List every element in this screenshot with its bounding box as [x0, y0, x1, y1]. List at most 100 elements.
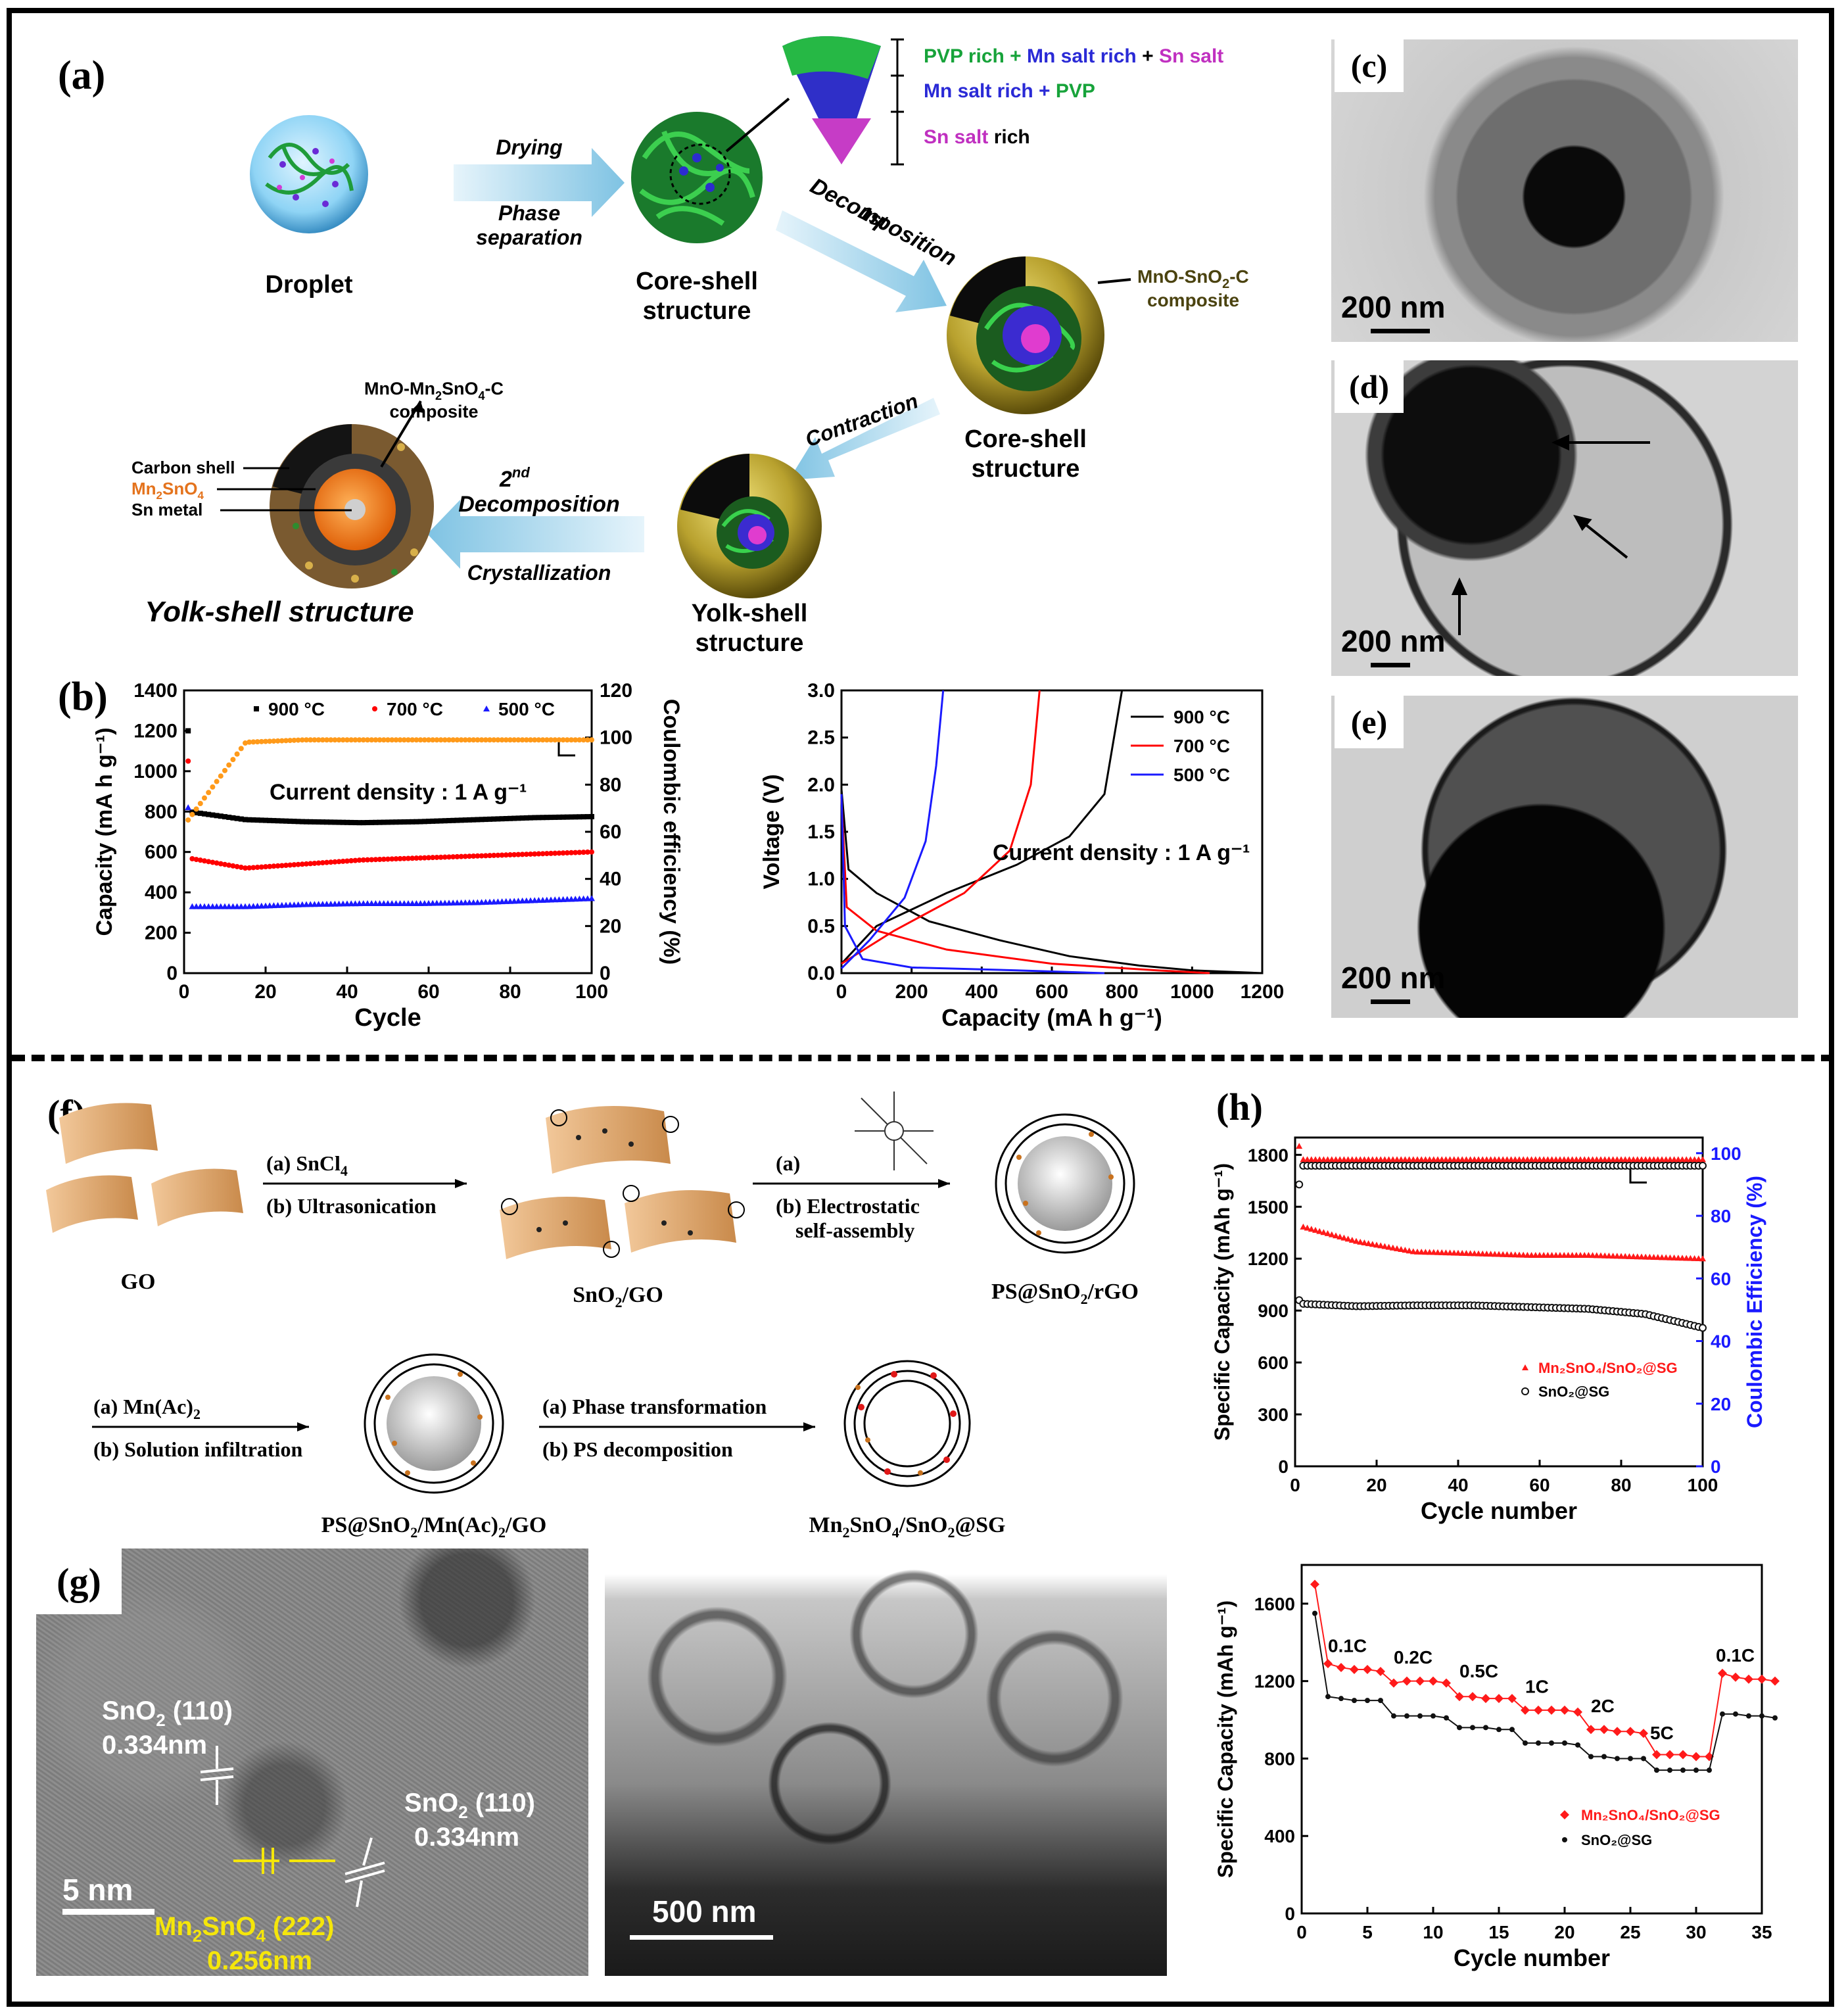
data-point-3: [580, 737, 586, 743]
x-tick-label: 100: [1688, 1475, 1718, 1495]
data-point-3: [519, 737, 525, 743]
data-point-0: [580, 814, 586, 820]
data-point-3: [193, 806, 199, 812]
data-point-3: [479, 737, 485, 743]
data-point-3: [291, 737, 297, 743]
data-point-0: [381, 819, 387, 825]
x-tick-label: 0: [179, 981, 190, 1003]
data-point-1: [206, 859, 212, 865]
y2-axis-label: Coulombic efficiency (%): [659, 699, 684, 965]
svg-text:SnO2/GO: SnO2/GO: [573, 1283, 663, 1310]
data-point-3: [185, 817, 191, 823]
data-point-0: [295, 819, 301, 825]
data-point-3: [243, 740, 248, 746]
data-point-0: [365, 820, 370, 826]
y2-axis-label: Coulombic Efficiency (%): [1743, 1176, 1766, 1428]
rate-point-1: [1759, 1713, 1764, 1719]
rate-point-0: [1415, 1676, 1425, 1686]
rate-point-1: [1417, 1713, 1423, 1719]
capacity-point-0: [1409, 1248, 1417, 1255]
data-point-1: [381, 856, 387, 862]
rate-point-0: [1744, 1674, 1753, 1684]
scale-bar-g2: [630, 1935, 773, 1940]
legend-marker: [1521, 1387, 1529, 1395]
legend-label: 700 °C: [1173, 736, 1230, 756]
capacity-point-0: [1598, 1252, 1604, 1259]
rate-point-1: [1615, 1756, 1620, 1762]
data-point-1: [340, 858, 346, 864]
figure-frame: [7, 8, 1834, 2007]
coreshell-1: [631, 112, 763, 243]
data-point-1: [511, 852, 517, 857]
capacity-point-0: [1520, 1251, 1527, 1258]
data-point-3: [365, 737, 370, 743]
data-point-3: [332, 737, 338, 743]
x-tick-label: 0: [836, 981, 847, 1003]
data-point-0: [471, 817, 477, 823]
data-point-3: [508, 737, 513, 743]
x-tick-label: 20: [1366, 1475, 1386, 1495]
data-point-1: [515, 852, 521, 857]
data-point-1: [560, 850, 566, 856]
rate-point-0: [1613, 1727, 1622, 1737]
data-point-1: [250, 865, 256, 871]
x-tick-label: 40: [1448, 1475, 1468, 1495]
data-point-0: [206, 811, 212, 817]
data-point-1: [414, 855, 419, 861]
x-axis-label: Cycle number: [1421, 1497, 1577, 1524]
svg-text:structure: structure: [696, 629, 804, 657]
capacity-point-0: [1467, 1250, 1474, 1257]
x-tick-label: 0: [1296, 1922, 1307, 1942]
capacity-point-0: [1300, 1223, 1307, 1230]
capacity-point-0: [1699, 1255, 1706, 1262]
legend-label: 900 °C: [268, 699, 325, 719]
x-tick-label: 80: [1611, 1475, 1631, 1495]
y-tick-label: 1500: [1248, 1197, 1289, 1217]
data-point-0: [377, 819, 383, 825]
rate-point-1: [1549, 1740, 1554, 1746]
y2-tick-label: 0: [600, 963, 611, 984]
data-point-3: [560, 737, 566, 743]
rate-point-1: [1654, 1767, 1659, 1773]
rate-label: 1C: [1525, 1676, 1549, 1696]
rate-point-1: [1588, 1754, 1594, 1760]
data-point-3: [454, 737, 460, 743]
droplet-sphere: [250, 115, 368, 233]
capacity-point-0: [1667, 1254, 1674, 1260]
svg-text:Mn2SnO4/SnO2@SG: Mn2SnO4/SnO2@SG: [809, 1513, 1006, 1539]
data-point-0: [258, 817, 264, 823]
data-point-3: [381, 737, 387, 743]
data-point-3: [577, 737, 582, 743]
data-point-0: [458, 817, 464, 823]
capacity-point-0: [1446, 1249, 1454, 1256]
data-point-1: [540, 851, 546, 857]
ce-point-1: [1699, 1161, 1707, 1170]
phase-cone: [782, 36, 881, 164]
data-point-1: [267, 863, 273, 869]
y-tick-label: 300: [1258, 1404, 1289, 1425]
data-point-1: [243, 865, 248, 871]
x-tick-label: 20: [254, 981, 276, 1003]
data-point-0: [523, 815, 529, 821]
data-point-3: [483, 737, 488, 743]
chart-h-rate: 0 5 10 15 20 25 30 35 0 400 800 1200 1600 Cycle numbe…: [1214, 1564, 1780, 1971]
capacity-point-0: [1455, 1249, 1461, 1256]
capacity-point-0: [1491, 1251, 1498, 1257]
data-point-3: [564, 737, 570, 743]
data-point-0: [487, 816, 492, 822]
capacity-point-0: [1459, 1249, 1466, 1256]
data-point-0: [324, 819, 329, 825]
data-point-1: [397, 855, 403, 861]
data-point-1: [471, 853, 477, 859]
capacity-point-0: [1348, 1236, 1356, 1243]
rate-point-1: [1312, 1610, 1317, 1616]
data-point-0: [348, 819, 354, 825]
data-point-0: [560, 814, 566, 820]
rate-point-1: [1509, 1727, 1515, 1733]
data-point-0: [548, 815, 554, 821]
data-point-1: [226, 862, 232, 868]
data-point-0: [271, 818, 277, 824]
data-point-0: [304, 819, 309, 825]
data-point-0: [250, 817, 256, 823]
data-point-3: [417, 737, 423, 743]
